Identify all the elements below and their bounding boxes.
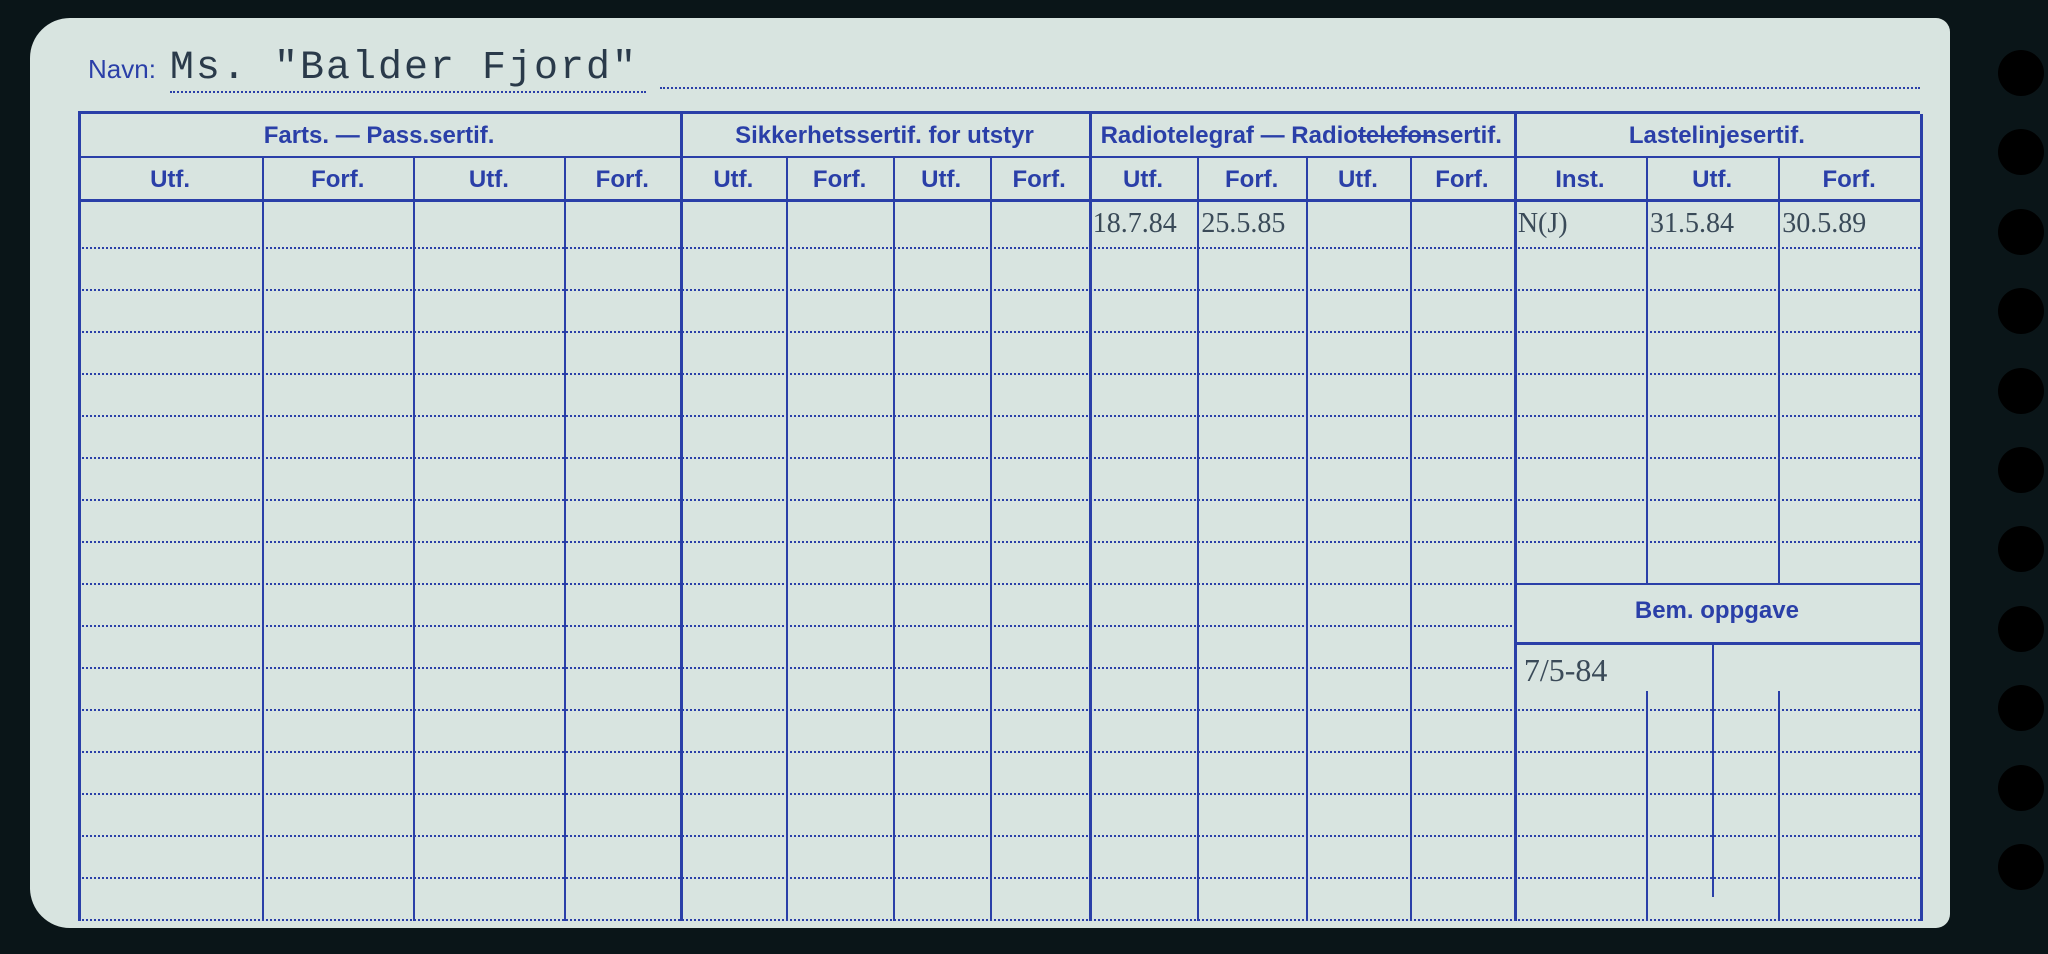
- dotted-row: [78, 289, 1920, 291]
- header-row-sub: Utf.Forf.Utf.Forf.Utf.Forf.Utf.Forf.Utf.…: [78, 158, 1920, 202]
- dotted-row: [78, 373, 1920, 375]
- header-sub: Utf.: [413, 158, 564, 202]
- dotted-row: [78, 247, 1920, 249]
- dotted-row: [78, 751, 1920, 753]
- dotted-row: [78, 709, 1920, 711]
- header-group: Farts. — Pass.sertif.: [78, 114, 680, 158]
- dotted-row: [78, 415, 1920, 417]
- name-row: Navn: Ms. "Balder Fjord": [78, 46, 1920, 93]
- header-sub: Forf.: [1410, 158, 1514, 202]
- header-sub: Utf.: [680, 158, 786, 202]
- punch-hole: [1998, 526, 2044, 572]
- dotted-row: [78, 835, 1920, 837]
- punch-hole: [1998, 288, 2044, 334]
- dotted-row: [78, 877, 1920, 879]
- header-sub: Forf.: [564, 158, 680, 202]
- handwritten-entry: 25.5.85: [1201, 208, 1285, 240]
- vline-overlay: [1920, 114, 1923, 921]
- dotted-row: [78, 457, 1920, 459]
- body-rows: [78, 205, 1920, 931]
- punch-hole: [1998, 844, 2044, 890]
- punch-hole: [1998, 209, 2044, 255]
- header-group: Lastelinjesertif.: [1514, 114, 1920, 158]
- bem-label: Bem. oppgave: [1514, 597, 1920, 625]
- bem-value: 7/5-84: [1524, 652, 1608, 689]
- header-sub: Forf.: [786, 158, 892, 202]
- punch-holes: [1988, 40, 2048, 920]
- header-sub: Utf.: [1306, 158, 1410, 202]
- header-sub: Forf.: [1778, 158, 1920, 202]
- handwritten-entry: 31.5.84: [1650, 208, 1734, 240]
- dotted-row: [78, 331, 1920, 333]
- punch-hole: [1998, 606, 2044, 652]
- header-sub: Inst.: [1514, 158, 1646, 202]
- punch-hole: [1998, 368, 2044, 414]
- punch-hole: [1998, 129, 2044, 175]
- header-sub: Utf.: [78, 158, 262, 202]
- name-value: Ms. "Balder Fjord": [170, 46, 646, 93]
- header-sub: Utf.: [893, 158, 990, 202]
- dotted-row: [78, 541, 1920, 543]
- header-sub: Utf.: [1089, 158, 1198, 202]
- punch-hole: [1998, 50, 2044, 96]
- dotted-row: [78, 919, 1920, 921]
- header-row-groups: Farts. — Pass.sertif.Sikkerhetssertif. f…: [78, 114, 1920, 158]
- punch-hole: [1998, 765, 2044, 811]
- header-sub: Forf.: [262, 158, 413, 202]
- header-group: Radiotelegraf — Radiotelefonsertif.: [1089, 114, 1514, 158]
- header-sub: Forf.: [990, 158, 1089, 202]
- handwritten-entry: N(J): [1518, 208, 1568, 240]
- handwritten-entry: 30.5.89: [1782, 208, 1866, 240]
- header-sub: Forf.: [1197, 158, 1306, 202]
- header-group: Sikkerhetssertif. for utstyr: [680, 114, 1089, 158]
- header-sub: Utf.: [1646, 158, 1778, 202]
- record-card: Navn: Ms. "Balder Fjord" Farts. — Pass.s…: [30, 18, 1950, 928]
- punch-hole: [1998, 447, 2044, 493]
- name-dotted-line: [660, 87, 1920, 89]
- certificate-grid: Farts. — Pass.sertif.Sikkerhetssertif. f…: [78, 111, 1920, 931]
- name-label: Navn:: [88, 54, 156, 85]
- dotted-row: [78, 499, 1920, 501]
- bem-value-divider: [1712, 645, 1714, 897]
- vline-overlay: [1514, 114, 1517, 921]
- punch-hole: [1998, 685, 2044, 731]
- dotted-row: [78, 793, 1920, 795]
- handwritten-entry: 18.7.84: [1093, 208, 1177, 240]
